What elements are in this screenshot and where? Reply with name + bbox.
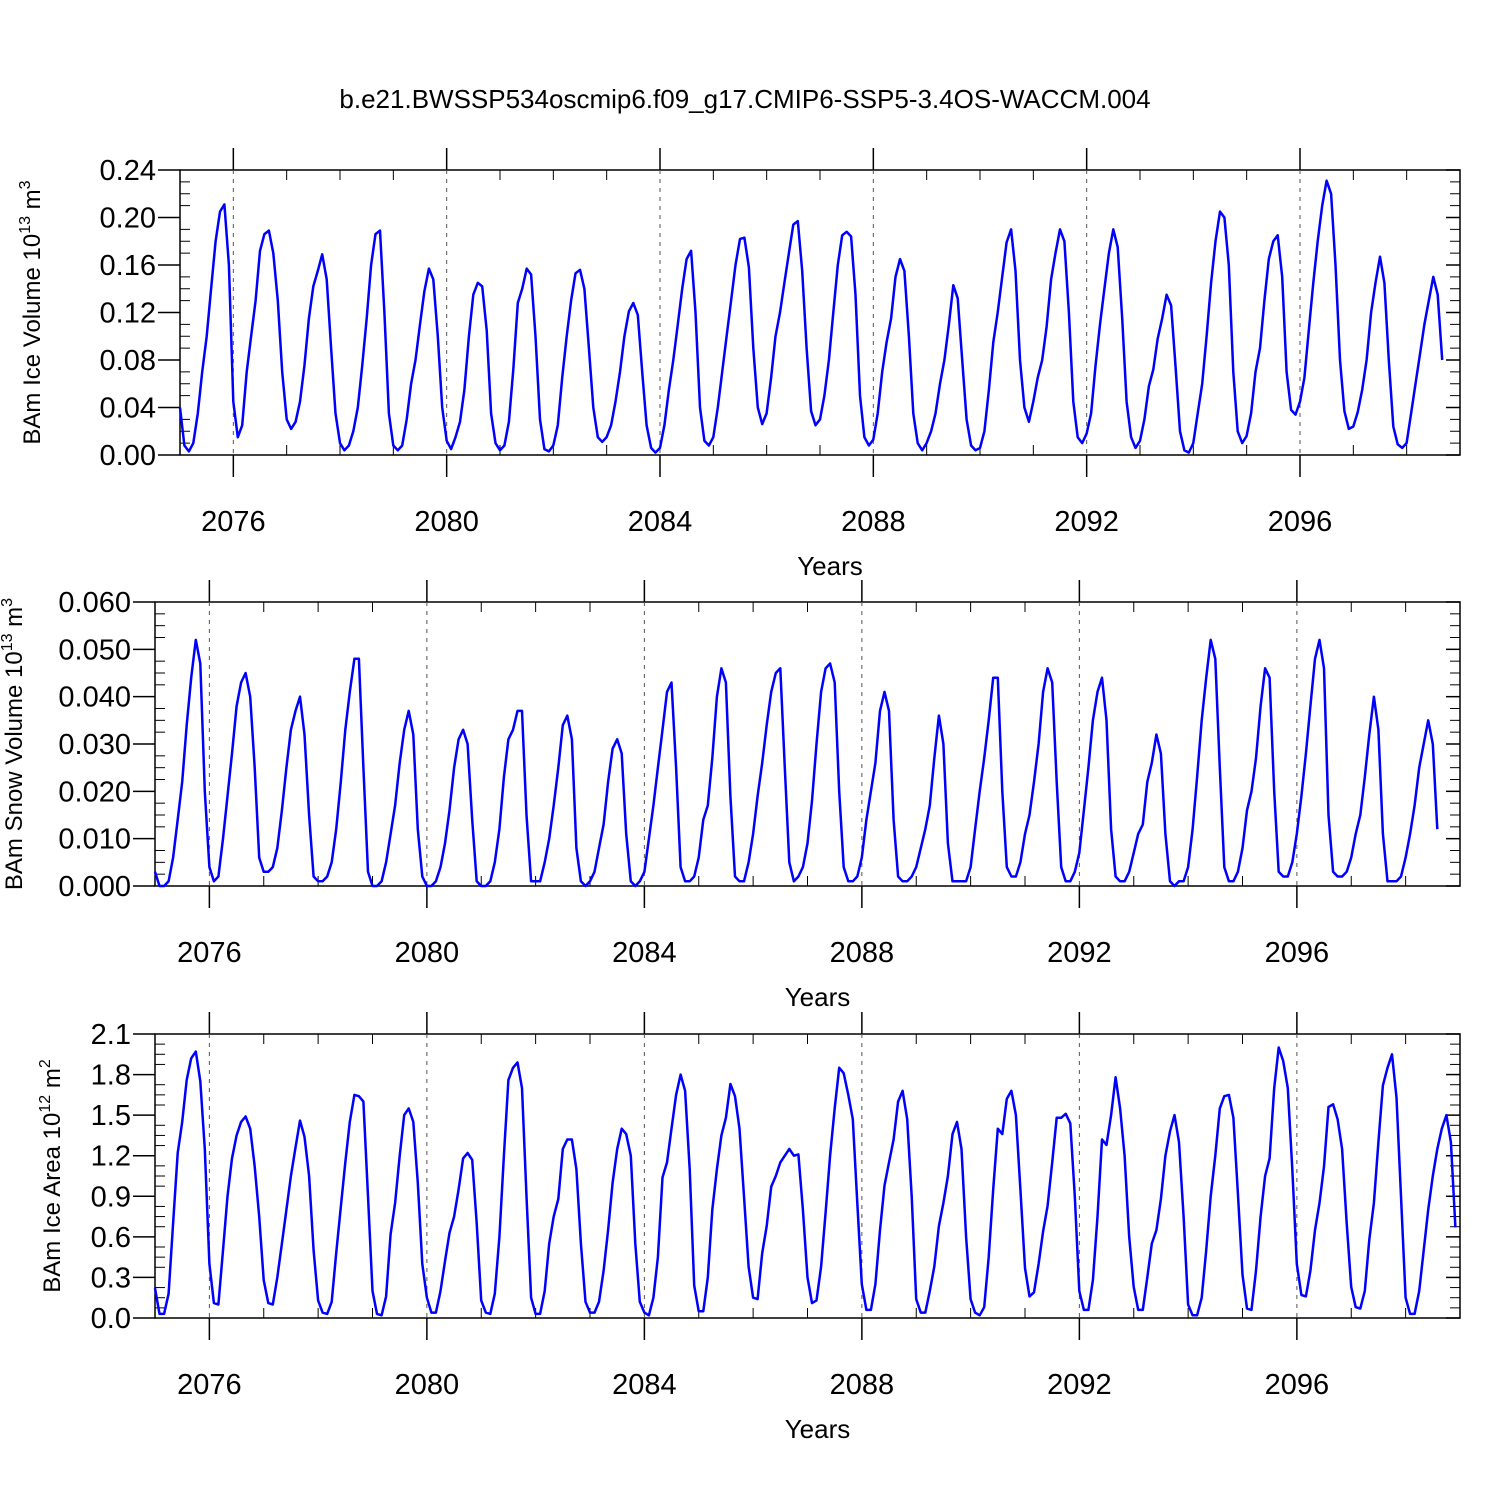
series-line bbox=[153, 1046, 1457, 1317]
y-axis-label: BAm Ice Area 1012 m2 bbox=[37, 1059, 66, 1293]
x-tick-label: 2080 bbox=[395, 1369, 460, 1401]
y-tick-label: 0.030 bbox=[58, 729, 131, 761]
series-line bbox=[153, 638, 1439, 888]
y-axis-label: BAm Snow Volume 1013 m3 bbox=[0, 598, 28, 890]
x-tick-label: 2076 bbox=[201, 506, 266, 538]
y-tick-label: 0.24 bbox=[100, 155, 156, 187]
y-tick-label: 0.16 bbox=[100, 250, 156, 282]
x-tick-label: 2084 bbox=[612, 1369, 677, 1401]
x-tick-label: 2088 bbox=[830, 1369, 895, 1401]
y-tick-label: 0.9 bbox=[91, 1181, 131, 1213]
x-axis-label: Years bbox=[785, 982, 851, 1012]
x-tick-label: 2080 bbox=[395, 937, 460, 969]
panel-1: 0.00 0.04 0.08 0.12 0.16 0.20 0.24 2076 2080 2084… bbox=[17, 148, 1461, 581]
x-tick-label: 2096 bbox=[1265, 937, 1330, 969]
chart-title: b.e21.BWSSP534oscmip6.f09_g17.CMIP6-SSP5… bbox=[339, 84, 1150, 114]
y-tick-label: 0.060 bbox=[58, 587, 131, 619]
x-tick-label: 2084 bbox=[628, 506, 693, 538]
x-tick-label: 2096 bbox=[1265, 1369, 1330, 1401]
x-tick-label: 2092 bbox=[1047, 1369, 1112, 1401]
y-axis-label: BAm Ice Volume 1013 m3 bbox=[17, 180, 46, 444]
y-tick-label: 0.0 bbox=[91, 1303, 131, 1335]
chart-panels: 0.00 0.04 0.08 0.12 0.16 0.20 0.24 2076 2080 2084… bbox=[0, 148, 1461, 1444]
y-tick-label: 2.1 bbox=[91, 1019, 131, 1051]
plot-frame bbox=[179, 169, 1461, 456]
y-tick-label: 0.08 bbox=[100, 345, 156, 377]
y-tick-label: 0.6 bbox=[91, 1222, 131, 1254]
x-tick-label: 2088 bbox=[841, 506, 906, 538]
x-tick-label: 2096 bbox=[1268, 506, 1333, 538]
x-tick-label: 2080 bbox=[414, 506, 479, 538]
y-tick-label: 0.04 bbox=[100, 393, 156, 425]
x-tick-label: 2076 bbox=[177, 937, 242, 969]
y-tick-label: 0.040 bbox=[58, 682, 131, 714]
y-tick-label: 0.20 bbox=[100, 203, 156, 235]
panel-3: 0.0 0.3 0.6 0.9 1.2 1.5 1.8 2.1 2076 2080 2084 2088… bbox=[37, 1012, 1461, 1444]
x-tick-label: 2092 bbox=[1054, 506, 1119, 538]
y-tick-label: 0.020 bbox=[58, 776, 131, 808]
panel-2: 0.000 0.010 0.020 0.030 0.040 0.050 0.060 2076 2… bbox=[0, 580, 1461, 1012]
series-line bbox=[178, 179, 1444, 454]
y-tick-label: 0.010 bbox=[58, 824, 131, 856]
y-tick-label: 0.12 bbox=[100, 298, 156, 330]
y-tick-label: 0.00 bbox=[100, 440, 156, 472]
x-tick-label: 2076 bbox=[177, 1369, 242, 1401]
y-tick-label: 1.2 bbox=[91, 1141, 131, 1173]
x-axis-label: Years bbox=[797, 551, 863, 581]
y-tick-label: 1.5 bbox=[91, 1100, 131, 1132]
x-tick-label: 2092 bbox=[1047, 937, 1112, 969]
y-tick-label: 0.3 bbox=[91, 1262, 131, 1294]
y-tick-label: 0.050 bbox=[58, 634, 131, 666]
x-tick-label: 2084 bbox=[612, 937, 677, 969]
y-tick-label: 1.8 bbox=[91, 1060, 131, 1092]
x-tick-label: 2088 bbox=[830, 937, 895, 969]
y-tick-label: 0.000 bbox=[58, 871, 131, 903]
x-axis-label: Years bbox=[785, 1414, 851, 1444]
